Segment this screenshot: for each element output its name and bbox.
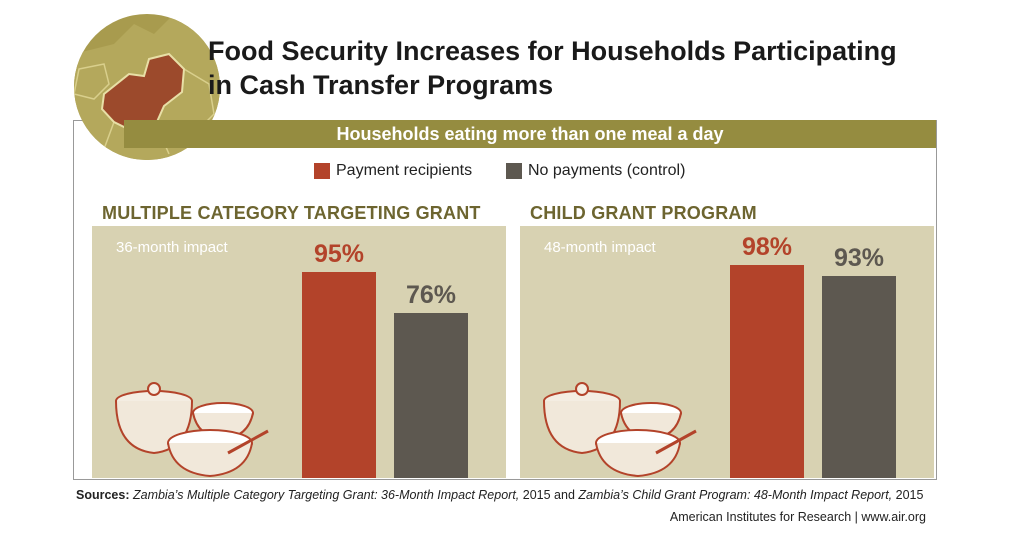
bowls-illustration (115, 382, 269, 478)
chart-title: Food Security Increases for Households P… (208, 36, 897, 100)
impact-label: 48-month impact (544, 239, 656, 256)
bar-recipients (302, 271, 376, 478)
chart-panel-mctg: 36-month impact 95% 76% (92, 226, 506, 478)
value-label-control: 76% (405, 281, 457, 310)
subtitle-banner: Households eating more than one meal a d… (124, 120, 936, 148)
credit-line: American Institutes for Research | www.a… (669, 510, 926, 524)
impact-label: 36-month impact (116, 239, 228, 256)
bar-recipients (730, 265, 804, 478)
legend-recipients: Payment recipients (314, 162, 472, 180)
legend-swatch-recipients (314, 163, 330, 179)
bar-control (394, 313, 468, 478)
panel-title-cgp: CHILD GRANT PROGRAM (530, 203, 757, 223)
legend-control: No payments (control) (506, 162, 685, 180)
chart-panel-cgp: 48-month impact 98% 93% (520, 226, 934, 478)
value-label-recipients: 98% (741, 233, 793, 262)
value-label-control: 93% (833, 244, 885, 273)
value-label-recipients: 95% (313, 239, 365, 268)
panel-title-mctg: MULTIPLE CATEGORY TARGETING GRANT (102, 203, 481, 223)
bar-control (822, 276, 896, 478)
sources-note: Sources: Zambia’s Multiple Category Targ… (76, 488, 924, 502)
legend-swatch-control (506, 163, 522, 179)
bowls-illustration (543, 382, 697, 478)
